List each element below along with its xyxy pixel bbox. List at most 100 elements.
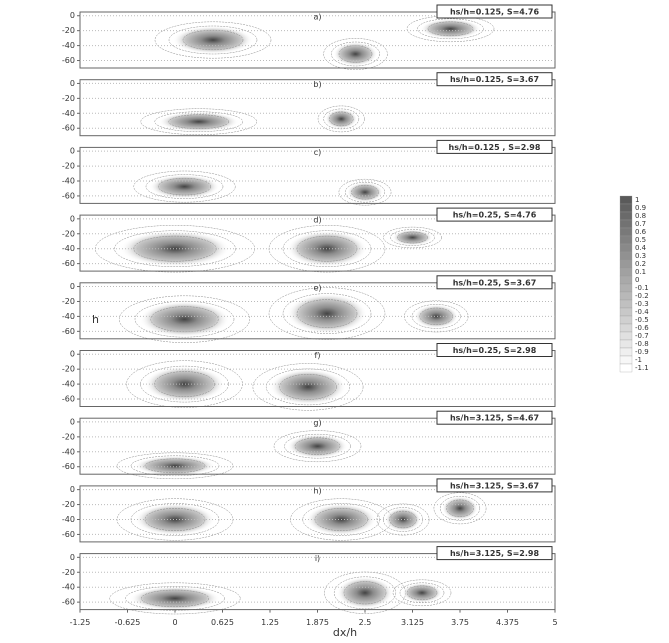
colorbar-cell [619, 275, 633, 285]
contour-line [150, 306, 219, 333]
y-tick-label: -20 [62, 94, 75, 103]
contour-line [343, 581, 387, 605]
colorbar-tick-label: 0 [635, 276, 639, 284]
colorbar-tick-label: -0.6 [635, 324, 649, 332]
y-tick-label: -20 [62, 365, 75, 374]
contour-line [273, 430, 362, 463]
colorbar-cell [619, 251, 633, 261]
x-tick-label: 0.625 [211, 618, 234, 627]
panel-title-box [436, 478, 553, 493]
contour-line [140, 365, 229, 403]
contour-line [284, 433, 351, 459]
x-tick-label: 1.875 [306, 618, 329, 627]
contour-line [439, 496, 481, 521]
y-tick-label: -60 [62, 56, 75, 65]
contour-line [130, 455, 220, 477]
x-tick-label: 3.75 [451, 618, 469, 627]
colorbar-cell [619, 347, 633, 357]
colorbar-tick-label: -1.1 [635, 364, 649, 372]
panel-label: e) [313, 283, 321, 292]
contour-line [383, 226, 442, 249]
panel-frame [79, 11, 556, 69]
colorbar-cell [619, 227, 633, 237]
contour-line [168, 25, 258, 55]
y-tick-label: 0 [70, 11, 75, 20]
colorbar-tick-label: 0.9 [635, 204, 646, 212]
contour-line [338, 45, 373, 63]
y-axis-label: h [92, 313, 99, 326]
contour-region [270, 368, 346, 405]
contour-line [333, 576, 397, 610]
y-tick-label: -60 [62, 395, 75, 404]
y-tick-label: -40 [62, 41, 75, 50]
contour-line [329, 111, 354, 127]
contour-region [402, 582, 442, 603]
contour-line [168, 114, 229, 129]
colorbar-cell [619, 235, 633, 245]
y-tick-label: -60 [62, 259, 75, 268]
colorbar-cell [619, 259, 633, 269]
panel-title: hs/h=0.25, S=2.98 [453, 346, 537, 355]
contour-line [154, 371, 215, 397]
panel-title-box [436, 72, 553, 87]
contour-line [397, 231, 428, 244]
panel-frame [79, 417, 556, 475]
contour-region [120, 230, 230, 267]
panel-frame [79, 79, 556, 137]
contour-line [406, 585, 438, 601]
y-tick-label: -60 [62, 124, 75, 133]
contour-line [411, 304, 461, 329]
contour-line [119, 295, 250, 343]
y-tick-label: -40 [62, 177, 75, 186]
contour-line [109, 582, 241, 615]
y-tick-label: -40 [62, 380, 75, 389]
contour-line [154, 111, 243, 132]
contour-line [252, 363, 364, 411]
contour-line [323, 108, 360, 130]
y-tick-label: -40 [62, 447, 75, 456]
colorbar-cell [619, 331, 633, 341]
contour-line [182, 29, 244, 51]
contour-line [140, 108, 257, 135]
colorbar-cell [619, 315, 633, 325]
colorbar-cell [619, 355, 633, 365]
contour-line [417, 18, 484, 40]
y-tick-label: -20 [62, 297, 75, 306]
contour-line [376, 503, 430, 536]
y-tick-label: -40 [62, 583, 75, 592]
y-tick-label: 0 [70, 350, 75, 359]
x-axis-label: dx/h [333, 626, 357, 639]
contour-region [173, 26, 253, 54]
contour-line [268, 287, 386, 340]
colorbar-cell [619, 243, 633, 253]
contour-line [145, 174, 224, 199]
x-tick-label: -1.25 [70, 618, 91, 627]
y-tick-label: -40 [62, 312, 75, 321]
colorbar-cell [619, 267, 633, 277]
colorbar-cell [619, 299, 633, 309]
contour-line [390, 229, 435, 246]
colorbar-tick-label: -0.2 [635, 292, 649, 300]
colorbar-cell [619, 323, 633, 333]
y-tick-label: -60 [62, 598, 75, 607]
colorbar-cell [619, 291, 633, 301]
colorbar-cell [619, 219, 633, 229]
y-tick-label: -20 [62, 432, 75, 441]
y-tick-label: -20 [62, 229, 75, 238]
colorbar-tick-label: -0.8 [635, 340, 649, 348]
x-tick-label: 1.25 [261, 618, 279, 627]
contour-line [294, 437, 341, 455]
contour-line [392, 579, 452, 607]
panel-title-box [436, 410, 553, 425]
panel-title: hs/h=0.25, S=4.76 [453, 211, 537, 220]
contour-region [135, 503, 215, 536]
contour-line [154, 21, 272, 59]
contour-line [296, 299, 358, 328]
contour-line [446, 499, 474, 517]
contour-line [133, 235, 217, 262]
panel-frame [79, 485, 556, 543]
panel-label: h) [313, 486, 321, 495]
y-tick-label: 0 [70, 417, 75, 426]
contour-line [134, 300, 235, 338]
colorbar-tick-label: 1 [635, 196, 639, 204]
